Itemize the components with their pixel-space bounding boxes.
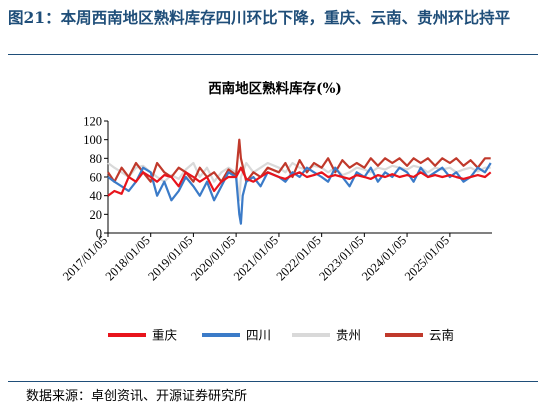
source-rule [8, 381, 538, 382]
x-tick-label: 2021/01/05 [231, 233, 281, 283]
series-line-sichuan [107, 162, 492, 225]
x-tick-label: 2022/01/05 [274, 233, 324, 283]
y-tick-label: 100 [83, 133, 102, 147]
x-tick-label: 2024/01/05 [359, 233, 409, 283]
x-tick-label: 2020/01/05 [188, 233, 238, 283]
y-axis: 0 20 40 60 80 100 120 [83, 115, 109, 241]
legend: 重庆 四川 贵州 云南 [108, 328, 454, 343]
x-tick-label: 2018/01/05 [103, 233, 153, 283]
legend-label: 云南 [429, 328, 454, 343]
y-tick-label: 80 [90, 152, 103, 166]
x-tick-label: 2025/01/05 [402, 233, 452, 283]
source-note: 数据来源：卓创资讯、开源证券研究所 [26, 389, 248, 404]
x-axis: 2017/01/052018/01/052019/01/052020/01/05… [60, 232, 492, 283]
y-tick-label: 40 [90, 189, 103, 203]
x-tick-label: 2023/01/05 [316, 233, 366, 283]
series-layer [107, 138, 492, 225]
x-tick-label: 2017/01/05 [60, 233, 110, 283]
y-tick-label: 0 [96, 227, 102, 241]
title-rule [8, 54, 538, 55]
legend-label: 贵州 [336, 328, 361, 343]
y-tick-label: 120 [83, 115, 102, 129]
x-tick-label: 2019/01/05 [145, 233, 195, 283]
y-tick-label: 20 [90, 208, 103, 222]
series-line-chongqing [107, 166, 492, 197]
chart-title: 西南地区熟料库存(%) [208, 80, 342, 97]
y-tick-label: 60 [90, 171, 103, 185]
figure-title: 图21：本周西南地区熟料库存四川环比下降，重庆、云南、贵州环比持平 [8, 8, 511, 27]
legend-label: 四川 [246, 328, 271, 343]
series-line-yunnan [107, 138, 491, 183]
legend-label: 重庆 [152, 328, 178, 343]
